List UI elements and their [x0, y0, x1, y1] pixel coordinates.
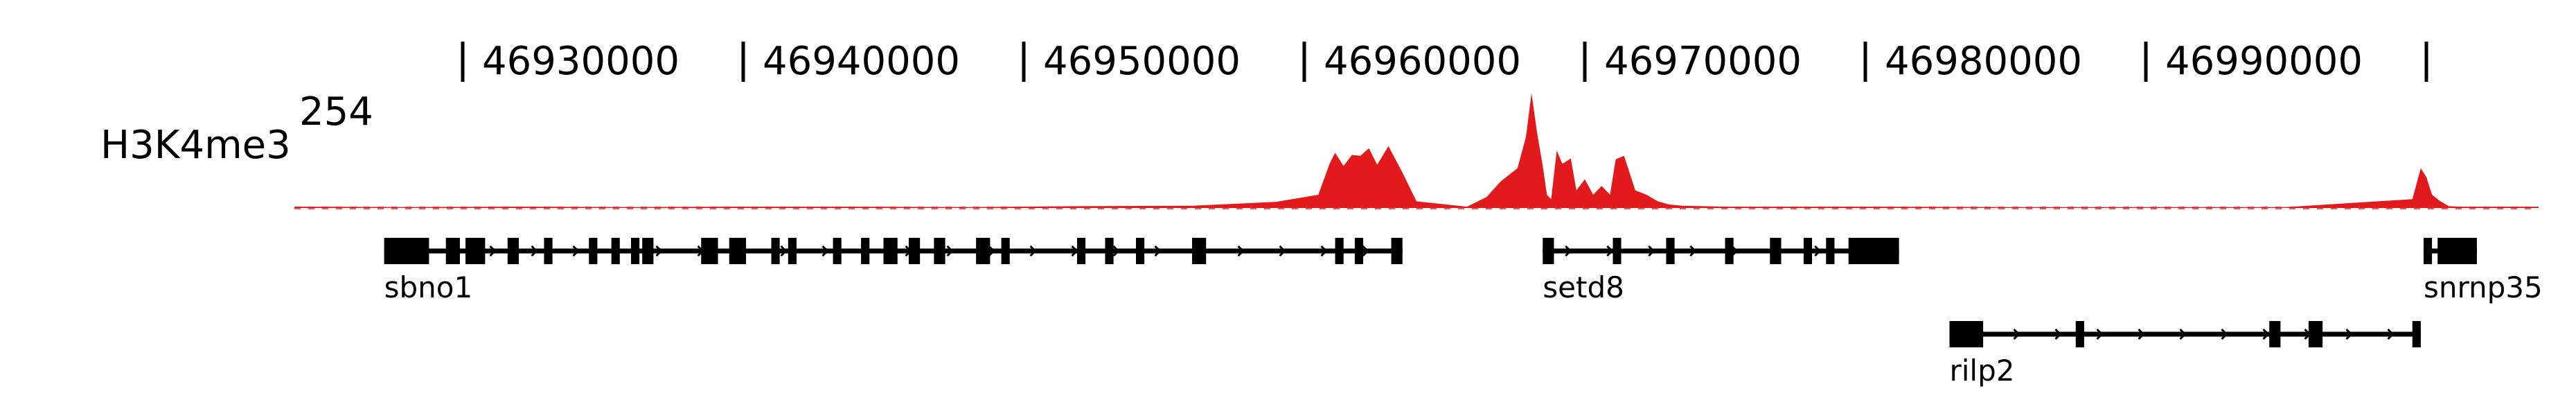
strand-arrow	[1237, 245, 1245, 257]
gene-exon	[1613, 238, 1622, 264]
gene-exon	[1076, 238, 1086, 264]
gene-exon	[611, 238, 620, 264]
strand-arrow	[2387, 328, 2395, 340]
gene-exon	[883, 238, 898, 264]
track-max-label: 254	[299, 89, 373, 135]
axis-tick-label: 46990000	[2165, 39, 2363, 84]
strand-arrow	[988, 245, 995, 257]
axis-tick-label: 46980000	[1885, 39, 2082, 84]
gene-exon	[1543, 238, 1554, 264]
gene-exon	[2437, 238, 2477, 264]
strand-arrow	[1320, 245, 1328, 257]
strand-arrow	[489, 245, 497, 257]
gene-exon	[2308, 321, 2323, 347]
h3k4me3-signal-track	[294, 93, 2539, 209]
axis-tick-label: 46970000	[1604, 39, 1802, 84]
gene-exon	[544, 238, 553, 264]
gene-exon	[1826, 238, 1835, 264]
gene-annotation-track: sbno1 setd8 snrnp35 rilp2	[384, 238, 2543, 388]
gene-exon	[589, 238, 598, 264]
strand-arrow	[655, 245, 663, 257]
strand-arrow	[2221, 328, 2228, 340]
gene-exon	[1666, 238, 1675, 264]
gene-exon	[465, 238, 486, 264]
gene-exon	[642, 238, 654, 264]
strand-arrow	[1606, 245, 1614, 257]
strand-arrow	[1565, 245, 1572, 257]
gene-name-label: rilp2	[1950, 354, 2015, 388]
gene-name-label: sbno1	[384, 270, 473, 304]
axis-tick-label: 46930000	[482, 39, 679, 84]
gene-snrnp35: snrnp35	[2423, 238, 2543, 304]
strand-arrow	[572, 245, 580, 257]
signal-area	[294, 93, 2539, 208]
gene-exon	[833, 238, 842, 264]
genome-coordinate-axis: 46930000 46940000 46950000 46960000 46970000…	[461, 39, 2428, 84]
strand-arrow	[1648, 245, 1655, 257]
strand-arrow	[1154, 245, 1162, 257]
strand-arrow	[946, 245, 954, 257]
gene-exon	[2412, 321, 2421, 347]
strand-arrow	[531, 245, 538, 257]
gene-exon	[788, 238, 797, 264]
gene-sbno1: sbno1	[384, 238, 1403, 304]
gene-exon	[1803, 238, 1813, 264]
gene-exon	[976, 238, 991, 264]
strand-arrow	[2179, 328, 2187, 340]
gene-exon	[2269, 321, 2281, 347]
strand-arrow	[1689, 245, 1697, 257]
gene-exon	[861, 238, 870, 264]
gene-exon	[384, 238, 429, 264]
gene-exon	[1354, 238, 1364, 264]
axis-tick-label: 46960000	[1324, 39, 1521, 84]
gene-exon	[1770, 238, 1782, 264]
gene-exon	[1391, 238, 1403, 264]
strand-arrow	[2345, 328, 2353, 340]
gene-setd8: setd8	[1543, 238, 1899, 304]
gene-exon	[507, 238, 519, 264]
gene-exon	[1001, 238, 1010, 264]
strand-arrow	[2138, 328, 2145, 340]
gene-rilp2: rilp2	[1949, 321, 2421, 388]
axis-tick-label: 46950000	[1043, 39, 1241, 84]
gene-exon	[1949, 321, 1984, 347]
strand-arrow	[821, 245, 829, 257]
gene-exon	[1725, 238, 1734, 264]
gene-name-label: setd8	[1543, 270, 1624, 304]
strand-arrow	[780, 245, 788, 257]
strand-arrow	[2013, 328, 2020, 340]
gene-exon	[701, 238, 718, 264]
track-name-label: H3K4me3	[100, 123, 291, 168]
gene-exon	[445, 238, 460, 264]
gene-exon	[934, 238, 945, 264]
strand-arrow	[2096, 328, 2104, 340]
strand-arrow	[2054, 328, 2062, 340]
gene-exon	[1192, 238, 1207, 264]
gene-exon	[1105, 238, 1114, 264]
strand-arrow	[1814, 245, 1822, 257]
strand-arrow	[1362, 245, 1369, 257]
gene-exon	[1848, 238, 1899, 264]
strand-arrow	[2262, 328, 2270, 340]
gene-exon	[729, 238, 747, 264]
gene-exon	[2075, 321, 2084, 347]
gene-exon	[908, 238, 921, 264]
strand-arrow	[1112, 245, 1120, 257]
gene-name-label: snrnp35	[2424, 270, 2543, 304]
strand-arrow	[1279, 245, 1286, 257]
gene-exon	[1335, 238, 1344, 264]
strand-arrow	[1029, 245, 1037, 257]
gene-exon	[2423, 238, 2433, 264]
gene-exon	[631, 238, 640, 264]
gene-exon	[771, 238, 780, 264]
strand-arrow	[1071, 245, 1078, 257]
gene-exon	[1136, 238, 1145, 264]
axis-tick-label: 46940000	[763, 39, 960, 84]
